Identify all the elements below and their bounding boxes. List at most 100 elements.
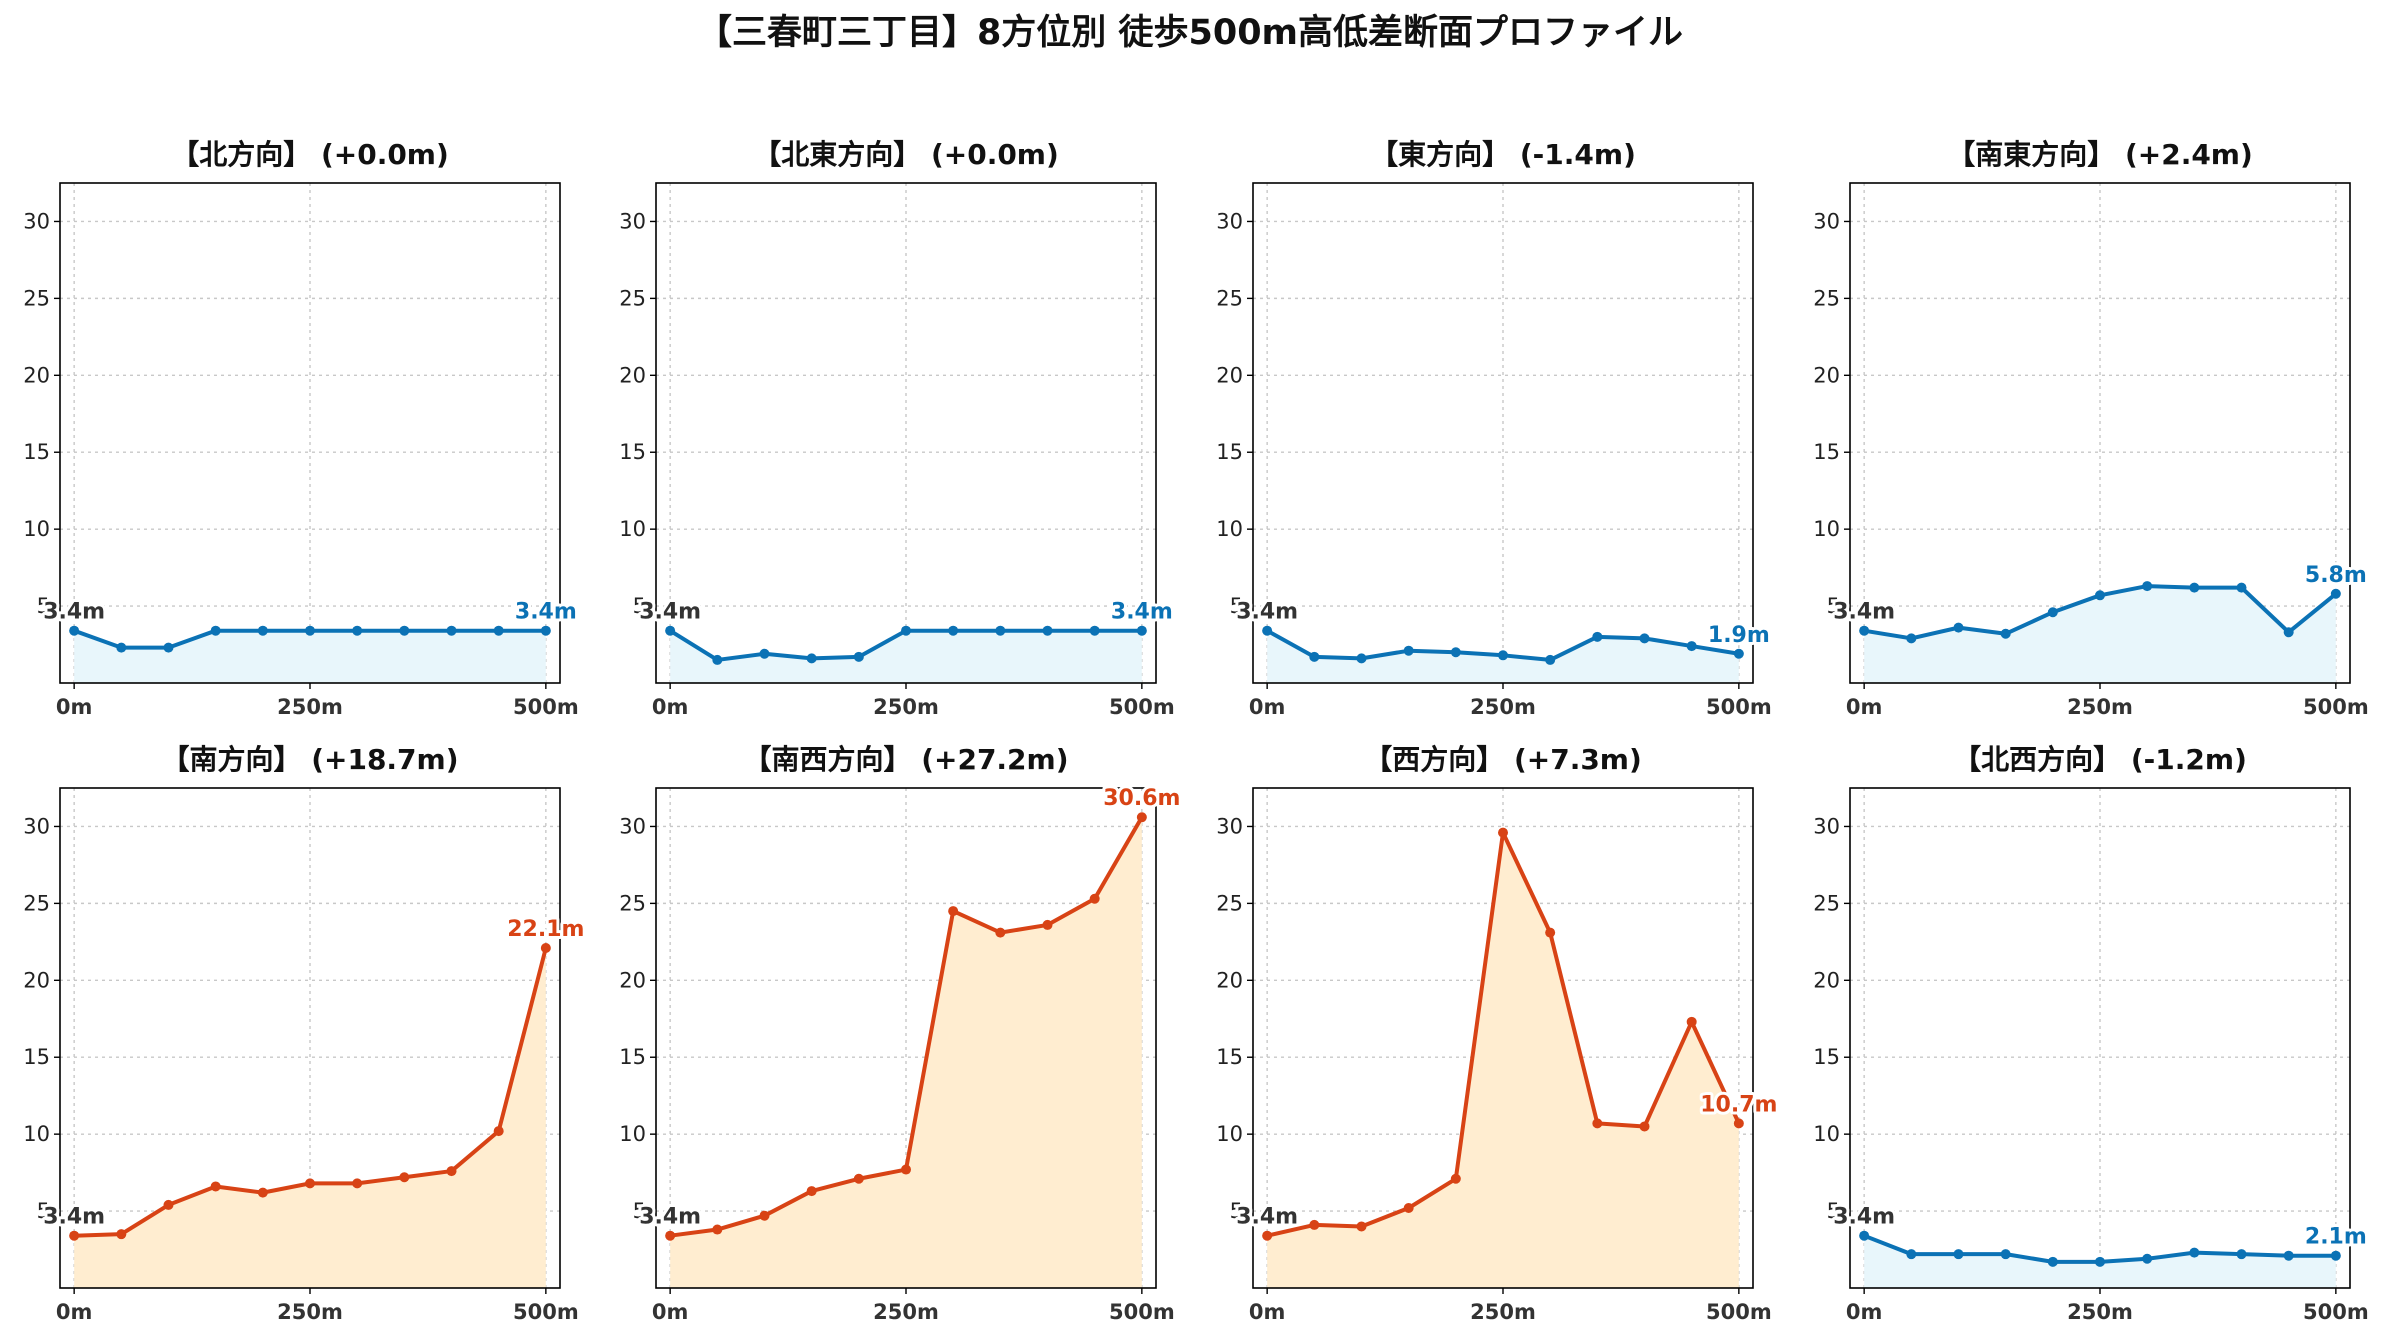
data-point (1309, 651, 1320, 662)
data-point (2095, 1256, 2105, 1267)
x-tick-label: 500m (1109, 1300, 1175, 1324)
y-tick-label: 30 (23, 814, 50, 838)
data-point (446, 625, 457, 636)
data-point (210, 625, 221, 636)
y-tick-label: 25 (1216, 891, 1243, 915)
data-point (1906, 1249, 1917, 1260)
data-point (2000, 628, 2011, 639)
end-elevation-label: 3.4m (515, 600, 577, 625)
elevation-area (670, 630, 1142, 683)
y-tick-label: 10 (23, 1122, 50, 1146)
data-point (305, 625, 315, 636)
panel-title: 【南西方向】 (+27.2m) (743, 743, 1068, 776)
x-tick-label: 500m (513, 1300, 579, 1324)
data-point (1592, 1118, 1603, 1129)
x-tick-label: 500m (2303, 695, 2369, 719)
x-tick-label: 0m (1846, 695, 1883, 719)
start-elevation-label: 3.4m (43, 1205, 105, 1230)
y-tick-label: 20 (619, 363, 646, 387)
data-point (901, 625, 911, 636)
data-point (1733, 648, 1744, 659)
panel-title: 【東方向】 (-1.4m) (1370, 138, 1636, 171)
data-point (1859, 1230, 1870, 1241)
data-point (1356, 1221, 1367, 1232)
data-point (2047, 607, 2058, 618)
data-point (1639, 1121, 1650, 1132)
data-point (853, 651, 864, 662)
data-point (2236, 1249, 2247, 1260)
profile-panel: 【北西方向】 (-1.2m) 5 10 15 20 25 30 0m 250m 500m 3.4m 2… (1813, 743, 2370, 1324)
y-tick-label: 20 (1813, 363, 1840, 387)
data-point (948, 625, 959, 636)
data-point (1639, 633, 1650, 644)
data-point (995, 625, 1006, 636)
y-tick-label: 30 (1813, 209, 1840, 233)
y-tick-label: 10 (1813, 517, 1840, 541)
y-tick-label: 5 (37, 594, 50, 618)
data-point (1545, 654, 1556, 665)
y-tick-label: 25 (1813, 286, 1840, 310)
data-point (1859, 625, 1870, 636)
data-point (1136, 625, 1147, 636)
plot-frame (655, 182, 1157, 684)
data-point (1136, 812, 1147, 823)
data-point (2283, 627, 2294, 638)
x-tick-label: 0m (1249, 1300, 1286, 1324)
y-tick-label: 15 (23, 440, 50, 464)
y-tick-label: 20 (23, 968, 50, 992)
y-tick-label: 5 (1827, 1199, 1840, 1223)
y-tick-label: 25 (1216, 286, 1243, 310)
data-point (2236, 582, 2247, 593)
data-point (2189, 1247, 2200, 1258)
y-tick-label: 10 (1813, 1122, 1840, 1146)
y-tick-label: 30 (1216, 209, 1243, 233)
x-tick-label: 250m (2067, 695, 2133, 719)
data-point (399, 1172, 410, 1183)
x-tick-label: 0m (56, 695, 93, 719)
y-tick-label: 30 (1813, 814, 1840, 838)
plot-frame (59, 182, 561, 684)
start-elevation-label: 3.4m (43, 600, 105, 625)
data-point (2330, 588, 2341, 599)
data-point (352, 1178, 363, 1189)
data-point (493, 1126, 504, 1137)
elevation-area (74, 948, 546, 1288)
plot-frame (1849, 787, 2351, 1289)
data-point (1403, 645, 1414, 656)
figure-title: 【三春町三丁目】8方位別 徒歩500m高低差断面プロファイル (697, 13, 1683, 53)
start-elevation-label: 3.4m (639, 1205, 701, 1230)
data-point (305, 1178, 315, 1189)
data-point (1953, 622, 1964, 633)
panel-title: 【南方向】 (+18.7m) (161, 743, 458, 776)
plot-frame (1252, 182, 1754, 684)
data-point (1356, 653, 1367, 664)
x-tick-label: 250m (1470, 1300, 1536, 1324)
data-point (69, 625, 80, 636)
data-point (1733, 1118, 1744, 1129)
x-tick-label: 250m (873, 695, 939, 719)
y-tick-label: 20 (619, 968, 646, 992)
y-tick-label: 30 (619, 814, 646, 838)
data-point (446, 1166, 457, 1177)
data-point (1953, 1249, 1964, 1260)
y-tick-label: 5 (1230, 1199, 1243, 1223)
data-point (1450, 1173, 1461, 1184)
start-elevation-label: 3.4m (1833, 600, 1895, 625)
data-point (1262, 625, 1273, 636)
data-point (665, 1230, 676, 1241)
data-point (806, 1186, 817, 1197)
y-tick-label: 25 (619, 891, 646, 915)
y-tick-label: 20 (1216, 968, 1243, 992)
profile-panel: 【南東方向】 (+2.4m) 5 10 15 20 25 30 0m 250m 500m 3.4m 5… (1813, 138, 2370, 719)
data-point (1089, 625, 1100, 636)
panel-title: 【南東方向】 (+2.4m) (1947, 138, 2253, 171)
x-tick-label: 500m (1706, 1300, 1772, 1324)
end-elevation-label: 22.1m (507, 917, 584, 942)
data-point (1906, 633, 1917, 644)
data-point (995, 927, 1006, 938)
data-point (2283, 1250, 2294, 1261)
y-tick-label: 20 (1216, 363, 1243, 387)
y-tick-label: 15 (619, 440, 646, 464)
